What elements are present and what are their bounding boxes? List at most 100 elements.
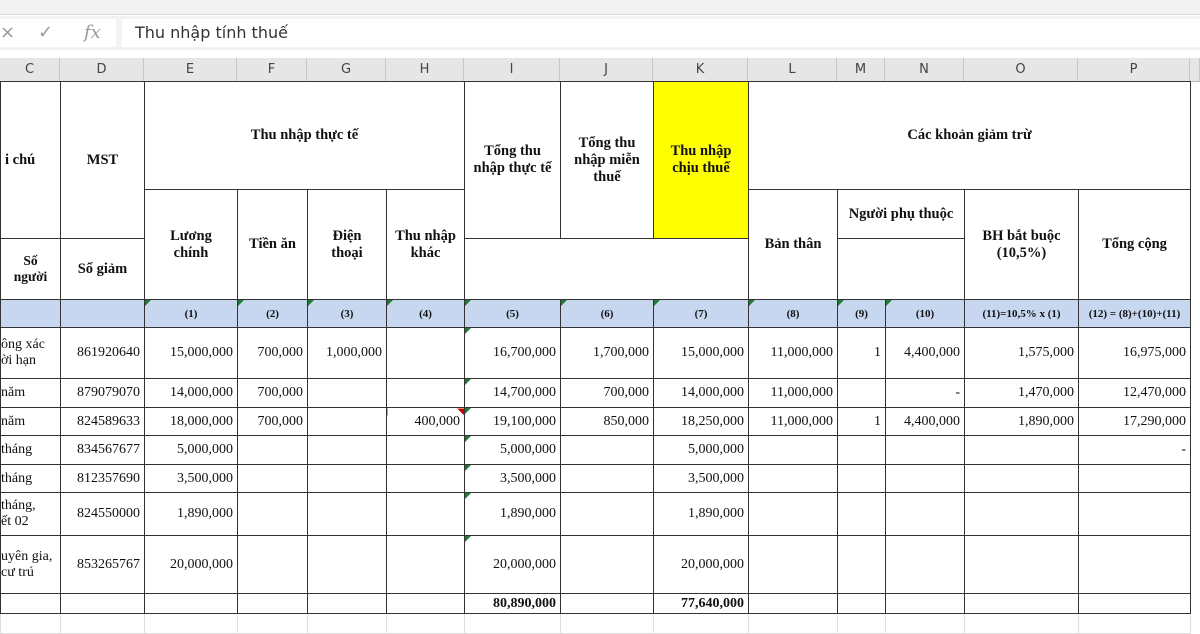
index-cell[interactable]: (8) bbox=[748, 299, 838, 328]
column-header[interactable]: E bbox=[144, 58, 237, 81]
cell-e[interactable]: 3,500,000 bbox=[144, 464, 238, 493]
cell-e[interactable]: 20,000,000 bbox=[144, 535, 238, 594]
column-header[interactable] bbox=[1190, 58, 1200, 81]
total-cell[interactable] bbox=[1078, 593, 1191, 614]
cell-o[interactable] bbox=[964, 535, 1079, 594]
cell-c[interactable]: ông xác ời hạn bbox=[0, 327, 61, 379]
cell-e[interactable]: 5,000,000 bbox=[144, 435, 238, 465]
index-cell[interactable]: (7) bbox=[653, 299, 749, 328]
cell-i[interactable]: 1,890,000 bbox=[464, 492, 561, 536]
index-cell[interactable]: (1) bbox=[144, 299, 238, 328]
cell-n[interactable]: - bbox=[885, 378, 965, 408]
cell-n[interactable] bbox=[885, 492, 965, 536]
cell-k[interactable]: 14,000,000 bbox=[653, 378, 749, 408]
header-tong-cong[interactable]: Tổng cộng bbox=[1078, 189, 1191, 300]
cell-p[interactable] bbox=[1078, 464, 1191, 493]
empty-cell[interactable] bbox=[748, 613, 838, 634]
cell-g[interactable] bbox=[307, 492, 387, 536]
cell-c[interactable]: uyên gia, cư trú bbox=[0, 535, 61, 594]
column-header[interactable]: C bbox=[0, 58, 60, 81]
cell-j[interactable] bbox=[560, 492, 654, 536]
header-mst[interactable]: MST bbox=[60, 81, 145, 239]
empty-cell[interactable] bbox=[464, 613, 561, 634]
cell-g[interactable] bbox=[307, 407, 387, 436]
cell-j[interactable] bbox=[560, 435, 654, 465]
column-header[interactable]: O bbox=[964, 58, 1078, 81]
cell-i[interactable]: 16,700,000 bbox=[464, 327, 561, 379]
column-header[interactable]: I bbox=[464, 58, 560, 81]
column-header[interactable]: J bbox=[560, 58, 653, 81]
cell-i[interactable]: 20,000,000 bbox=[464, 535, 561, 594]
header-dien-thoai[interactable]: Điện thoại bbox=[307, 189, 387, 300]
cell-j[interactable]: 1,700,000 bbox=[560, 327, 654, 379]
empty-cell[interactable] bbox=[237, 613, 308, 634]
cell-p[interactable]: 16,975,000 bbox=[1078, 327, 1191, 379]
cell-m[interactable] bbox=[837, 492, 886, 536]
cancel-icon[interactable]: × bbox=[0, 22, 16, 43]
cell-k[interactable]: 5,000,000 bbox=[653, 435, 749, 465]
cell-p[interactable]: - bbox=[1078, 435, 1191, 465]
cell-k[interactable]: 15,000,000 bbox=[653, 327, 749, 379]
cell-k[interactable]: 18,250,000 bbox=[653, 407, 749, 436]
empty-cell[interactable] bbox=[1078, 613, 1191, 634]
index-cell[interactable]: (3) bbox=[307, 299, 387, 328]
cell-d[interactable]: 861920640 bbox=[60, 327, 145, 379]
total-cell[interactable] bbox=[307, 593, 387, 614]
header-ghi-chu[interactable]: i chú bbox=[0, 81, 61, 239]
total-cell[interactable] bbox=[748, 593, 838, 614]
header-so-nguoi[interactable]: Số người bbox=[0, 238, 61, 300]
cell-p[interactable]: 12,470,000 bbox=[1078, 378, 1191, 408]
empty-cell[interactable] bbox=[885, 613, 965, 634]
empty-cell[interactable] bbox=[386, 613, 465, 634]
cell-p[interactable] bbox=[1078, 535, 1191, 594]
index-cell[interactable]: (5) bbox=[464, 299, 561, 328]
enter-icon[interactable]: ✓ bbox=[38, 22, 54, 43]
cell-h[interactable] bbox=[386, 535, 465, 594]
cell-d[interactable]: 853265767 bbox=[60, 535, 145, 594]
cell-g[interactable] bbox=[307, 464, 387, 493]
cell-i[interactable]: 5,000,000 bbox=[464, 435, 561, 465]
cell-h[interactable] bbox=[386, 378, 465, 408]
cell-g[interactable] bbox=[307, 435, 387, 465]
cell-f[interactable]: 700,000 bbox=[237, 378, 308, 408]
cell-m[interactable] bbox=[837, 435, 886, 465]
index-cell[interactable] bbox=[60, 299, 145, 328]
cell-m[interactable] bbox=[837, 535, 886, 594]
cell-g[interactable]: 1,000,000 bbox=[307, 327, 387, 379]
cell-o[interactable] bbox=[964, 464, 1079, 493]
column-header[interactable]: G bbox=[307, 58, 386, 81]
cell-n[interactable]: 4,400,000 bbox=[885, 327, 965, 379]
header-tong-thu-nhap-thuc-te[interactable]: Tổng thu nhập thực tế bbox=[464, 81, 561, 239]
header-tien-an[interactable]: Tiền ăn bbox=[237, 189, 308, 300]
cell-m[interactable]: 1 bbox=[837, 327, 886, 379]
empty-cell[interactable] bbox=[560, 613, 654, 634]
cell-l[interactable]: 11,000,000 bbox=[748, 327, 838, 379]
column-header[interactable]: D bbox=[60, 58, 144, 81]
index-cell[interactable]: (4) bbox=[386, 299, 465, 328]
cell-h[interactable] bbox=[386, 492, 465, 536]
column-header[interactable]: F bbox=[237, 58, 307, 81]
cell-c[interactable]: năm bbox=[0, 378, 61, 408]
formula-input[interactable]: Thu nhập tính thuế bbox=[122, 19, 1200, 47]
cell-l[interactable] bbox=[748, 492, 838, 536]
cell-e[interactable]: 18,000,000 bbox=[144, 407, 238, 436]
cell-o[interactable]: 1,890,000 bbox=[964, 407, 1079, 436]
cell-f[interactable]: 700,000 bbox=[237, 407, 308, 436]
cell-l[interactable]: 11,000,000 bbox=[748, 407, 838, 436]
header-cac-khoan-giam-tru[interactable]: Các khoản giảm trừ bbox=[748, 81, 1191, 190]
cell-d[interactable]: 824550000 bbox=[60, 492, 145, 536]
cell-k[interactable]: 3,500,000 bbox=[653, 464, 749, 493]
cell-f[interactable]: 700,000 bbox=[237, 327, 308, 379]
total-cell[interactable] bbox=[144, 593, 238, 614]
total-cell[interactable] bbox=[560, 593, 654, 614]
empty-cell[interactable] bbox=[144, 613, 238, 634]
column-header[interactable]: N bbox=[885, 58, 964, 81]
column-header[interactable]: H bbox=[386, 58, 464, 81]
empty-cell[interactable] bbox=[0, 613, 61, 634]
cell-c[interactable]: tháng, ết 02 bbox=[0, 492, 61, 536]
cell-o[interactable] bbox=[964, 492, 1079, 536]
cell-d[interactable]: 824589633 bbox=[60, 407, 145, 436]
cell-m[interactable] bbox=[837, 378, 886, 408]
total-cell[interactable] bbox=[885, 593, 965, 614]
header-so-giam[interactable]: Số giảm bbox=[60, 238, 145, 300]
